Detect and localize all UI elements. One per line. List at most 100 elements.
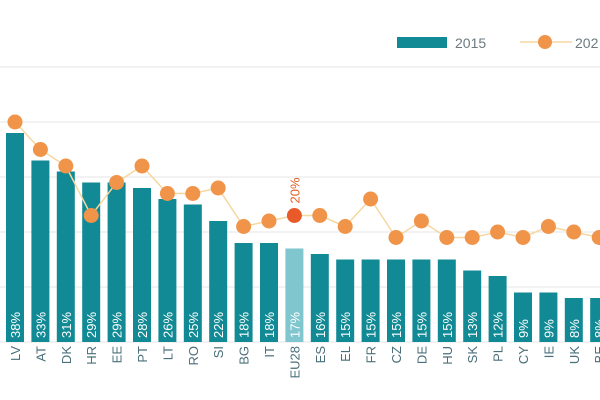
bar-cz: [387, 259, 405, 342]
legend-label-2020: 202: [575, 35, 599, 51]
legend-swatch-2015: [397, 37, 447, 48]
marker-2020-it: [261, 213, 277, 229]
marker-2020-lv: [7, 114, 23, 130]
bar-data-label: 15%: [414, 312, 429, 338]
bar-bg: [234, 243, 253, 342]
category-label-sk: SK: [465, 346, 480, 364]
marker-2020-dk: [58, 158, 74, 174]
marker-2020-ie: [540, 219, 556, 234]
marker-2020-cy: [515, 230, 531, 245]
bar-eu28: [285, 248, 304, 342]
bar-be: [590, 298, 600, 342]
category-label-be: BE: [592, 346, 600, 364]
bar-data-label: 18%: [262, 312, 277, 338]
marker-2020-ee: [109, 175, 125, 190]
bar-data-label: 8%: [567, 319, 582, 338]
category-label-hr: HR: [84, 346, 99, 365]
bar-hu: [437, 259, 456, 342]
category-label-it: IT: [262, 346, 277, 358]
category-label-eu28: EU28: [287, 346, 302, 379]
bar-ee: [107, 182, 126, 342]
bar-si: [209, 221, 228, 342]
category-label-cy: CY: [516, 346, 531, 364]
bar-sk: [463, 270, 482, 342]
marker-2020-ro: [185, 186, 201, 201]
category-label-es: ES: [313, 346, 328, 364]
bar-data-label: 9%: [541, 319, 556, 338]
annotations: 20%: [287, 177, 302, 203]
bar-data-label: 29%: [84, 312, 99, 338]
bar-data-label: 33%: [33, 312, 48, 338]
bar-cy: [514, 292, 532, 342]
series-2020-line: [14, 121, 600, 239]
marker-2020-el: [337, 219, 353, 234]
bars: 38% 33% 31% 29% 29% 28% 26% 25% 22% 18% 18% 17% 16% 1…: [6, 133, 600, 342]
bar-data-label: 29%: [110, 312, 125, 338]
marker-2020-pt: [134, 158, 150, 174]
bar-data-label: 15%: [389, 312, 404, 338]
bar-de: [412, 259, 431, 342]
bar-data-label: 25%: [186, 312, 201, 338]
bar-data-label: 15%: [364, 312, 379, 338]
legend-label-2015: 2015: [455, 35, 486, 51]
bar-data-label: 15%: [440, 312, 455, 338]
category-labels: LV AT DK HR EE PT LT RO SI BG IT EU28 ES EL FR CZ DE HU SK…: [8, 346, 600, 379]
category-label-fr: FR: [364, 346, 379, 363]
bar-ie: [539, 292, 558, 342]
category-label-el: EL: [338, 346, 353, 362]
category-label-dk: DK: [59, 346, 74, 364]
marker-2020-bg: [236, 219, 252, 234]
bar-hr: [82, 182, 101, 342]
category-label-ie: IE: [541, 346, 556, 359]
marker-2020-hu: [439, 230, 455, 245]
category-label-uk: UK: [567, 346, 582, 364]
marker-2020-pl: [490, 224, 506, 240]
category-label-hu: HU: [440, 346, 455, 365]
marker-2020-be: [591, 230, 600, 245]
marker-2020-fr: [363, 191, 379, 207]
category-label-at: AT: [33, 346, 48, 362]
bar-data-label: 16%: [313, 312, 328, 338]
annotation-label: 20%: [287, 177, 302, 203]
category-label-cz: CZ: [389, 346, 404, 363]
bar-pl: [488, 276, 507, 342]
marker-2020-sk: [464, 230, 480, 245]
bar-data-label: 9%: [516, 319, 531, 338]
bar-ro: [183, 204, 202, 342]
category-label-lv: LV: [8, 346, 23, 361]
category-label-bg: BG: [237, 346, 252, 365]
bar-pt: [133, 188, 151, 342]
bar-at: [31, 160, 50, 342]
bar-lv: [6, 133, 24, 342]
bar-data-label: 28%: [135, 312, 150, 338]
category-label-de: DE: [414, 346, 429, 364]
marker-2020-at: [32, 142, 48, 157]
bar-fr: [361, 259, 380, 342]
bar-data-label: 12%: [491, 312, 506, 338]
marker-2020-hr: [83, 208, 99, 223]
bar-lt: [158, 199, 177, 342]
bar-data-label: 31%: [59, 312, 74, 338]
marker-2020-uk: [566, 224, 582, 240]
bar-data-label: 17%: [287, 312, 302, 338]
marker-2020-lt: [159, 186, 175, 201]
bar-data-label: 13%: [465, 312, 480, 338]
category-label-lt: LT: [160, 346, 175, 360]
series-2020-markers: [7, 114, 600, 245]
legend: 2015 202: [397, 35, 599, 51]
bar-es: [310, 254, 329, 342]
bar-el: [336, 259, 355, 342]
marker-2020-si: [210, 180, 226, 196]
marker-2020-es: [312, 208, 328, 223]
marker-2020-eu28: [286, 208, 302, 223]
marker-2020-de: [413, 213, 429, 229]
bar-data-label: 22%: [211, 312, 226, 338]
category-label-si: SI: [211, 346, 226, 358]
bar-data-label: 38%: [8, 312, 23, 338]
bar-data-label: 26%: [160, 312, 175, 338]
category-label-pt: PT: [135, 346, 150, 363]
category-label-ee: EE: [110, 346, 125, 364]
bar-uk: [564, 298, 583, 342]
category-label-pl: PL: [491, 346, 506, 362]
